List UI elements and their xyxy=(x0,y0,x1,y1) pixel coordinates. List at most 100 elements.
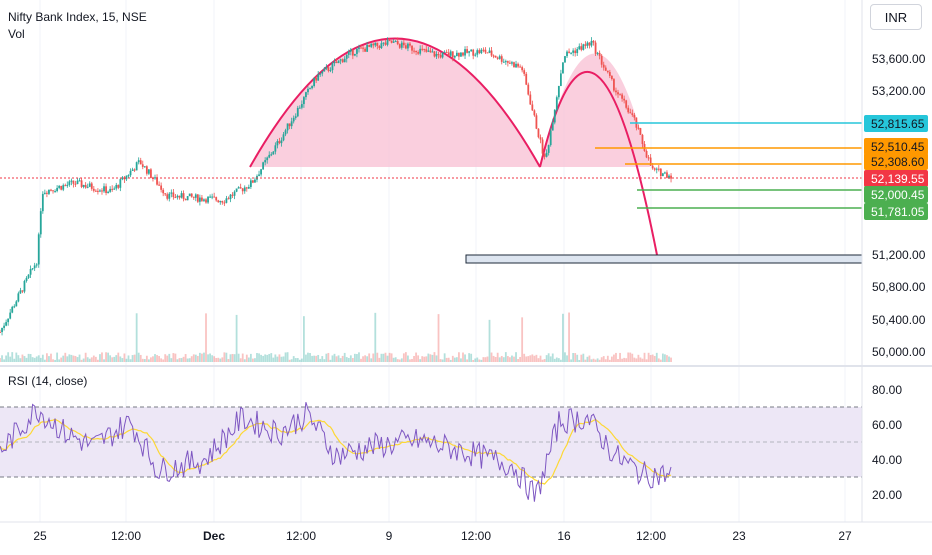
volume-bar xyxy=(296,358,299,362)
volume-bar xyxy=(602,356,605,362)
volume-bar xyxy=(145,355,148,362)
candle-body xyxy=(541,139,544,154)
volume-bar xyxy=(9,356,12,362)
volume-bar xyxy=(513,356,515,362)
volume-bar xyxy=(606,355,609,362)
candle-body xyxy=(11,306,14,313)
candle-body xyxy=(170,192,173,194)
rsi-legend[interactable]: RSI (14, close) xyxy=(8,374,88,388)
candle-body xyxy=(268,154,271,158)
candle-body xyxy=(86,186,89,188)
volume-bar xyxy=(586,356,589,362)
volume-bar xyxy=(488,319,491,362)
price-axis[interactable]: 53,600.00 53,200.00 51,200.00 50,800.00 … xyxy=(872,52,926,359)
time-tick: 27 xyxy=(838,529,852,543)
candle-body xyxy=(645,150,648,158)
candle-body xyxy=(398,44,401,48)
volume-bar xyxy=(211,355,214,362)
candle-body xyxy=(233,191,236,196)
candle-body xyxy=(317,74,320,81)
volume-bar xyxy=(23,356,26,362)
candle-body xyxy=(3,325,5,328)
volume-bar xyxy=(50,353,52,362)
rsi-axis[interactable]: 80.00 60.00 40.00 20.00 xyxy=(872,383,902,502)
symbol-title[interactable]: Nifty Bank Index, 15, NSE xyxy=(8,10,147,24)
time-axis[interactable]: 25 12:00 Dec 12:00 9 12:00 16 12:00 23 2… xyxy=(33,529,852,543)
candle-body xyxy=(427,50,430,52)
candle-body xyxy=(19,290,22,294)
volume-bar xyxy=(396,359,399,362)
volume-bar xyxy=(223,352,226,362)
volume-bar xyxy=(482,357,485,362)
candle-body xyxy=(319,73,322,75)
candle-body xyxy=(468,51,471,53)
target-zone-box[interactable] xyxy=(465,254,863,264)
volume-bar xyxy=(46,353,48,362)
candle-body xyxy=(523,70,526,74)
volume-bar xyxy=(78,354,81,362)
volume-legend[interactable]: Vol xyxy=(8,27,25,41)
volume-bar xyxy=(164,354,167,362)
volume-bar xyxy=(531,354,534,362)
volume-bar xyxy=(105,352,107,362)
volume-bar xyxy=(152,356,154,362)
volume-bar xyxy=(419,359,422,362)
currency-button[interactable]: INR xyxy=(870,4,922,30)
volume-bar xyxy=(313,355,316,362)
candle-body xyxy=(474,54,477,56)
volume-bar xyxy=(131,355,134,362)
volume-bar xyxy=(494,357,497,362)
volume-bar xyxy=(582,353,585,362)
volume-bar xyxy=(170,358,173,362)
volume-bar xyxy=(123,353,126,362)
candle-body xyxy=(278,141,281,144)
candle-body xyxy=(127,175,130,177)
volume-bar xyxy=(13,358,16,362)
volume-bar xyxy=(88,358,91,362)
candle-body xyxy=(360,47,362,49)
volume-bar xyxy=(455,357,458,362)
candle-body xyxy=(351,49,354,56)
candle-body xyxy=(27,274,30,278)
candle-body xyxy=(29,268,32,275)
candle-body xyxy=(31,268,34,270)
cup-arc[interactable] xyxy=(249,37,541,168)
volume-bar xyxy=(321,356,324,362)
candle-body xyxy=(392,41,395,43)
volume-bar xyxy=(231,353,234,362)
volume-bar xyxy=(245,354,248,362)
candle-body xyxy=(223,202,226,204)
candle-body xyxy=(68,181,71,185)
volume-bar xyxy=(184,354,187,362)
volume-bar xyxy=(557,358,560,362)
candle-body xyxy=(119,179,122,188)
volume-bar xyxy=(562,313,564,362)
candle-body xyxy=(313,77,316,86)
candle-body xyxy=(366,44,369,52)
candle-body xyxy=(413,50,415,52)
volume-bar xyxy=(492,355,495,362)
volume-bar xyxy=(237,353,240,362)
candle-body xyxy=(66,184,69,186)
candle-body xyxy=(198,197,201,202)
candle-body xyxy=(252,180,254,183)
volume-bar xyxy=(358,352,360,362)
volume-bar xyxy=(229,354,232,362)
volume-bar xyxy=(445,357,448,362)
volume-bar xyxy=(584,359,587,362)
candle-body xyxy=(533,110,536,116)
volume-bar xyxy=(384,352,387,362)
candle-body xyxy=(141,164,144,167)
candle-body xyxy=(531,104,534,111)
candle-body xyxy=(409,43,411,46)
volume-bar xyxy=(127,355,130,362)
candle-body xyxy=(433,51,436,57)
volume-bar xyxy=(247,357,250,362)
volume-bar xyxy=(402,353,405,362)
candle-body xyxy=(543,153,546,157)
candle-body xyxy=(421,48,424,50)
candle-body xyxy=(258,174,260,176)
volume-bar xyxy=(376,352,379,362)
